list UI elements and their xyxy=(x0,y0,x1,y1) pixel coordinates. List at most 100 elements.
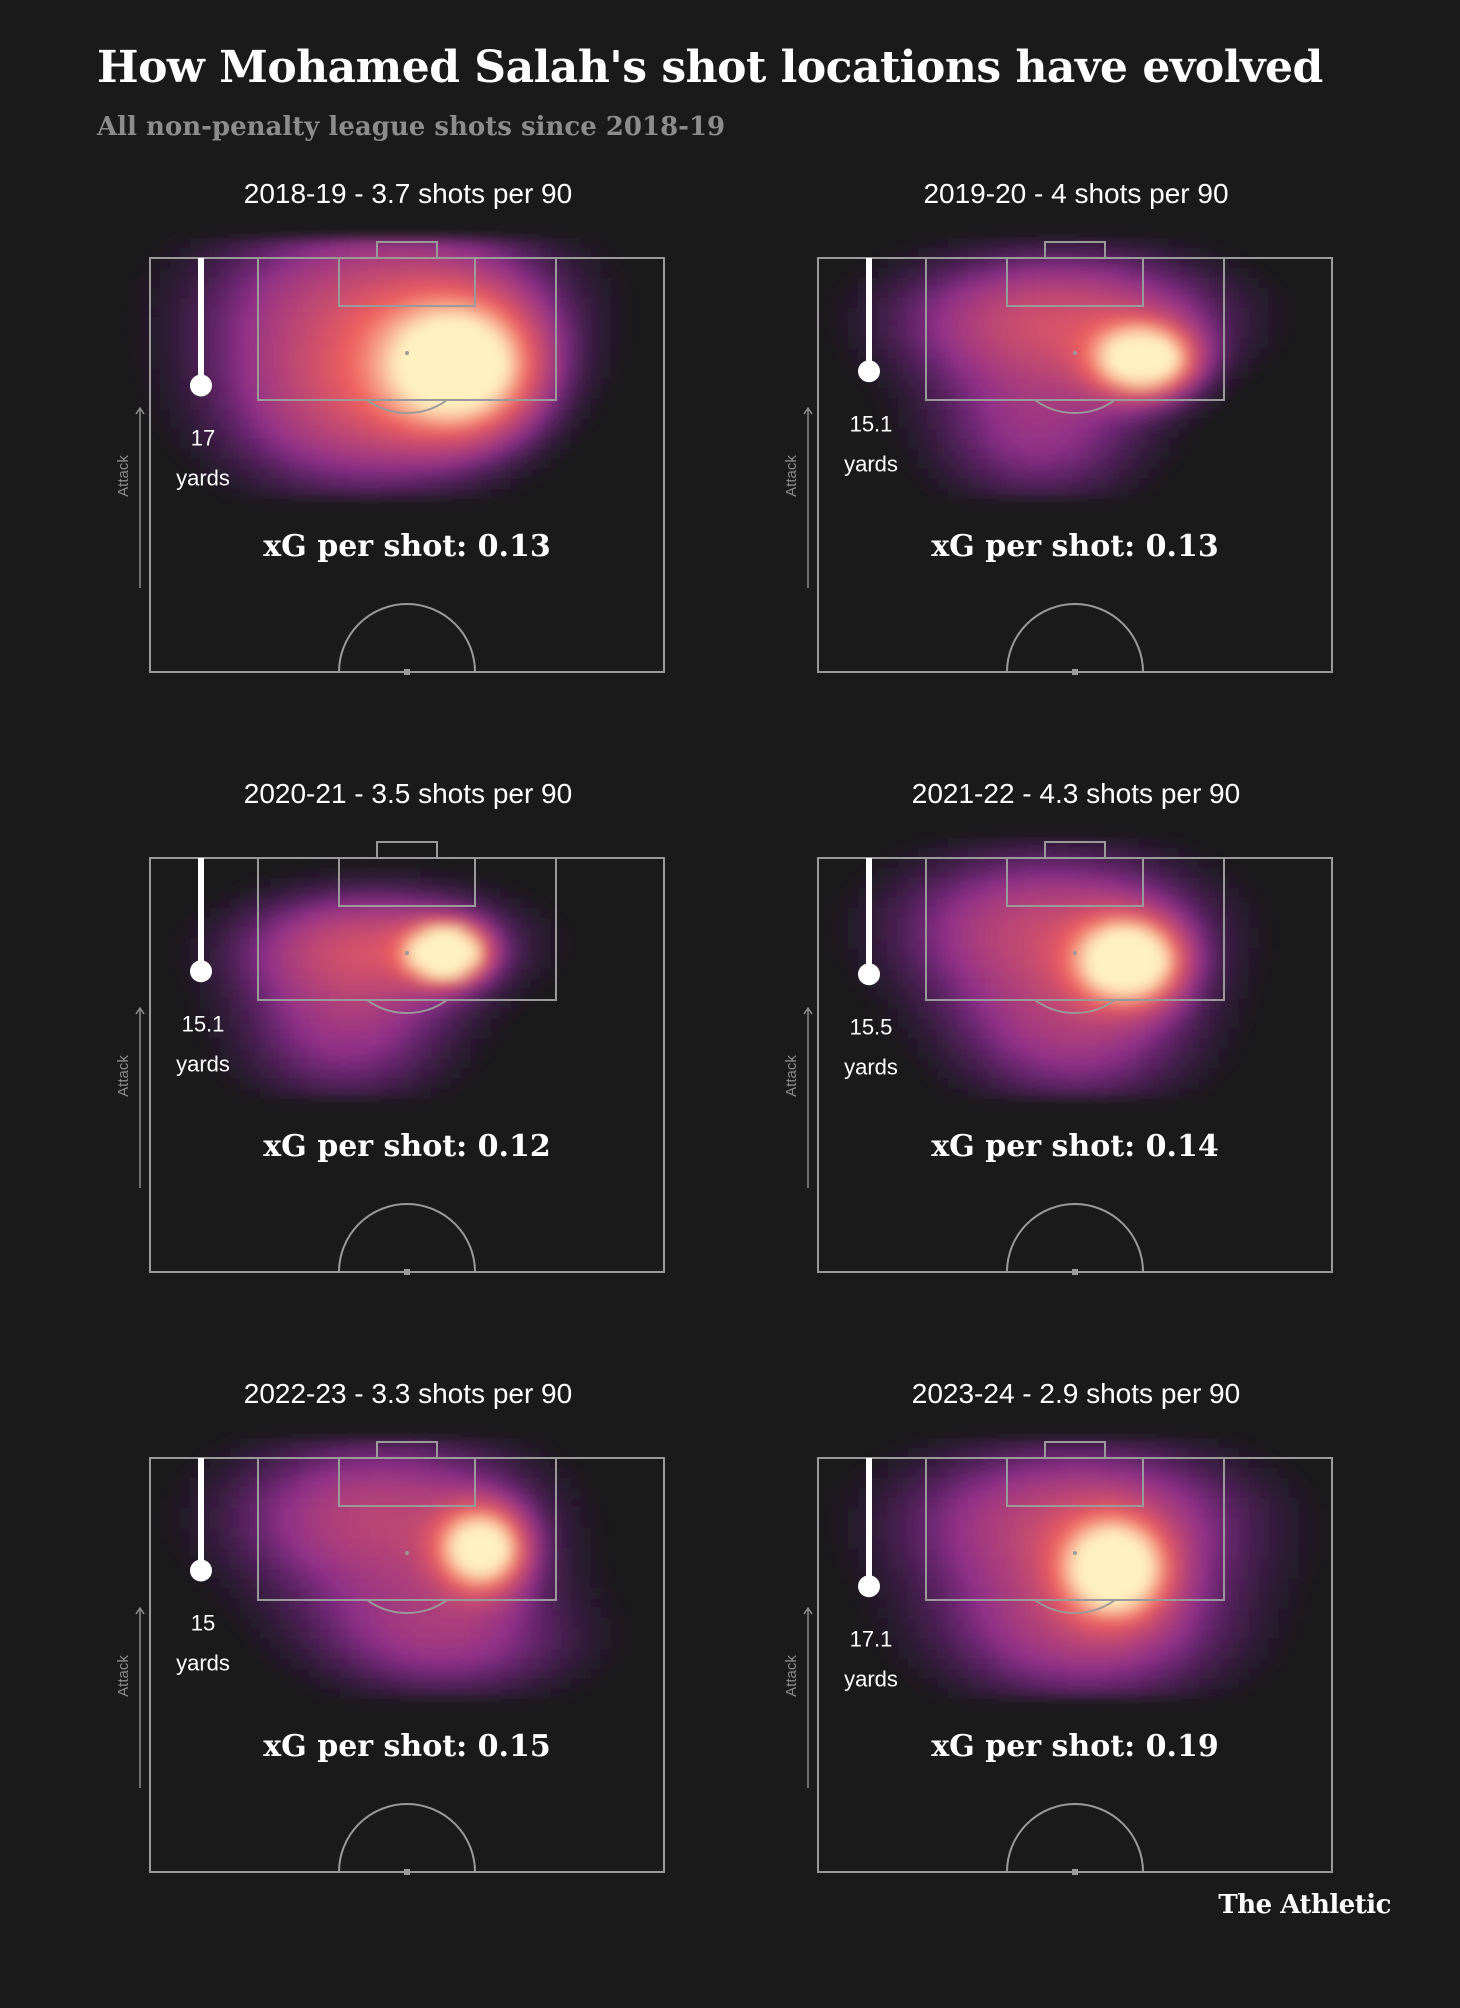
heat-cell xyxy=(180,998,191,1009)
heat-cell xyxy=(290,438,301,449)
heat-cell xyxy=(530,898,541,909)
heat-cell xyxy=(500,418,511,429)
heat-cell xyxy=(480,1618,491,1629)
heat-cell xyxy=(390,1578,401,1589)
heat-cell xyxy=(968,268,979,279)
heat-cell xyxy=(1148,868,1159,879)
heat-cell xyxy=(450,348,461,359)
heat-cell xyxy=(160,338,171,349)
heat-cell xyxy=(958,378,969,389)
heat-cell xyxy=(280,958,291,969)
heat-cell xyxy=(180,458,191,469)
heat-cell xyxy=(948,298,959,309)
heat-cell xyxy=(1178,958,1189,969)
heat-cell xyxy=(320,368,331,379)
heat-cell xyxy=(350,1558,361,1569)
heat-cell xyxy=(420,1598,431,1609)
heat-cell xyxy=(360,988,371,999)
heat-cell xyxy=(170,938,181,949)
heat-cell xyxy=(978,428,989,439)
heat-cell xyxy=(400,1558,411,1569)
heat-cell xyxy=(1058,898,1069,909)
heat-cell xyxy=(370,1578,381,1589)
heat-cell xyxy=(988,248,999,259)
heat-cell xyxy=(1028,388,1039,399)
heat-cell xyxy=(280,348,291,359)
heat-cell xyxy=(1118,278,1129,289)
heat-cell xyxy=(500,878,511,889)
heat-cell xyxy=(400,1618,411,1629)
heat-cell xyxy=(968,908,979,919)
heat-cell xyxy=(300,978,311,989)
heat-cell xyxy=(330,988,341,999)
heat-cell xyxy=(968,868,979,879)
heat-cell xyxy=(180,968,191,979)
heat-cell xyxy=(410,918,421,929)
heat-cell xyxy=(360,1088,371,1099)
heat-cell xyxy=(1168,448,1179,459)
heat-cell xyxy=(310,1638,321,1649)
heat-cell xyxy=(530,298,541,309)
heat-cell xyxy=(210,268,221,279)
heat-cell xyxy=(888,988,899,999)
heat-cell xyxy=(968,938,979,949)
heat-cell xyxy=(1038,328,1049,339)
heat-cell xyxy=(1028,378,1039,389)
heat-cell xyxy=(240,1578,251,1589)
heat-cell xyxy=(470,1528,481,1539)
heat-cell xyxy=(580,268,591,279)
heat-cell xyxy=(210,898,221,909)
heat-cell xyxy=(190,338,201,349)
heat-cell xyxy=(888,378,899,389)
heat-cell xyxy=(948,248,959,259)
heat-cell xyxy=(1118,258,1129,269)
heat-cell xyxy=(988,1088,999,1099)
heat-cell xyxy=(1208,258,1219,269)
heat-cell xyxy=(390,448,401,459)
heat-cell xyxy=(350,1078,361,1089)
heat-cell xyxy=(470,448,481,459)
heat-cell xyxy=(1218,1058,1229,1069)
heat-cell xyxy=(1068,898,1079,909)
heat-cell xyxy=(170,1488,181,1499)
heat-cell xyxy=(520,278,531,289)
heat-cell xyxy=(1288,298,1299,309)
heat-cell xyxy=(1038,448,1049,459)
heat-cell xyxy=(290,1508,301,1519)
heat-cell xyxy=(340,328,351,339)
heat-cell xyxy=(500,1548,511,1559)
heat-cell xyxy=(1048,978,1059,989)
heat-cell xyxy=(1268,348,1279,359)
heat-cell xyxy=(1068,358,1079,369)
heat-cell xyxy=(450,968,461,979)
heat-cell xyxy=(918,348,929,359)
heat-cell xyxy=(430,1518,441,1529)
heat-cell xyxy=(908,268,919,279)
heat-cell xyxy=(1078,438,1089,449)
heat-cell xyxy=(858,928,869,939)
heat-cell xyxy=(1238,918,1249,929)
heat-cell xyxy=(580,1498,591,1509)
heat-cell xyxy=(908,1018,919,1029)
heat-cell xyxy=(350,1578,361,1589)
heat-cell xyxy=(190,248,201,259)
heat-cell xyxy=(360,868,371,879)
heat-cell xyxy=(1208,268,1219,279)
heat-cell xyxy=(600,308,611,319)
heat-cell xyxy=(210,478,221,489)
heat-cell xyxy=(1208,968,1219,979)
heat-cell xyxy=(410,1018,421,1029)
heat-cell xyxy=(530,398,541,409)
heat-cell xyxy=(170,288,181,299)
heat-cell xyxy=(130,318,141,329)
heat-cell xyxy=(470,378,481,389)
heat-cell xyxy=(988,988,999,999)
heat-cell xyxy=(270,1548,281,1559)
attack-label: Attack xyxy=(783,1055,800,1097)
heat-cell xyxy=(510,258,521,269)
heat-cell xyxy=(480,978,491,989)
heat-cell xyxy=(1108,848,1119,859)
heat-cell xyxy=(230,1088,241,1099)
heat-cell xyxy=(370,398,381,409)
